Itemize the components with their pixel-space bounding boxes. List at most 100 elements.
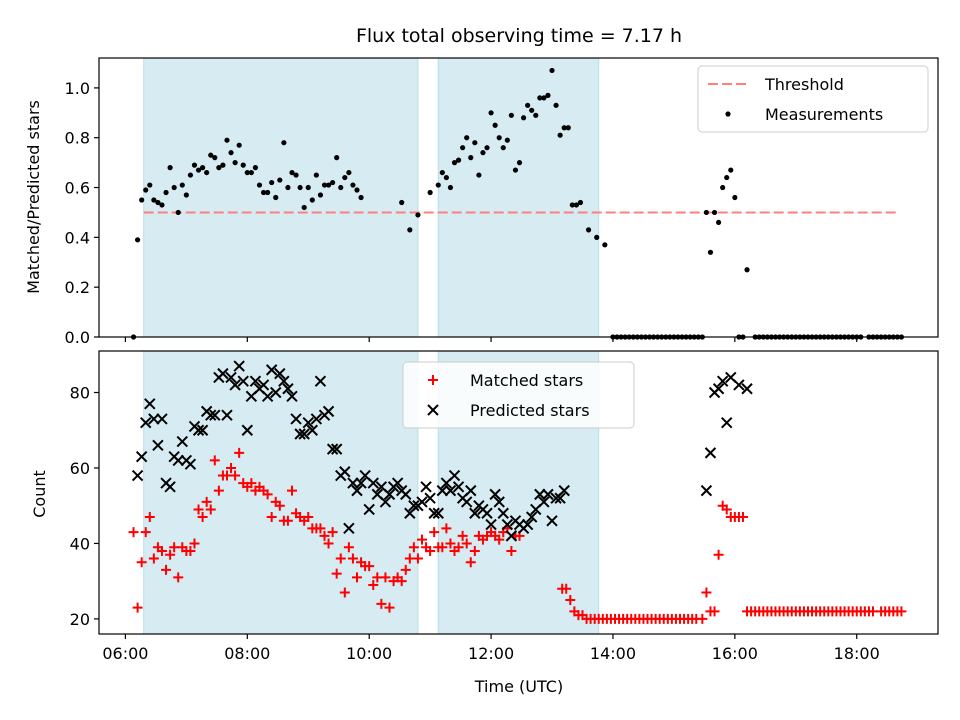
predicted-star-point [347,477,359,489]
measurement-point [439,169,445,176]
predicted-star-point [733,379,745,391]
predicted-star-point [712,383,725,395]
measurement-point [171,184,177,191]
predicted-star-point [135,450,148,463]
measurement-point [195,167,202,173]
observing-interval-1 [143,350,419,635]
predicted-star-point [339,466,351,478]
y-tick-label: 0.8 [65,129,90,148]
measurement-point [732,194,738,201]
x-tick-label: 18:00 [834,644,880,663]
measurement-point [183,192,189,198]
measurement-point [220,162,226,168]
predicted-star-point [237,375,249,387]
measurement-point [533,112,539,118]
measurement-point [159,202,165,208]
measurement-point [293,172,299,178]
measurement-point [549,67,555,74]
measurement-point [155,199,161,206]
measurement-point [228,150,234,156]
predicted-star-point [481,507,493,519]
predicted-star-point [286,390,298,402]
predicted-star-point [704,447,717,459]
count-axis-label: Count [30,470,49,518]
matched-star-point [461,538,472,549]
measurement-point [415,212,421,218]
matched-star-point [303,512,314,523]
matched-star-point [351,572,362,583]
predicted-star-point [416,496,428,508]
predicted-star-point [505,530,518,542]
predicted-star-point [367,477,379,489]
matched-star-point [144,512,155,523]
predicted-star-point [274,367,286,380]
predicted-star-point [225,371,237,384]
ratio-axes-frame [98,57,939,338]
x-tick-label: 14:00 [590,644,636,663]
measurement-point [313,172,319,178]
measurement-point [289,169,295,176]
matched-star-point [364,561,375,572]
predicted-star-point [489,488,501,501]
measurement-point [500,145,506,151]
matched-star-point [368,579,379,590]
predicted-star-point [534,488,546,501]
matched-star-point [737,512,748,523]
measurement-point [317,192,324,198]
matched-star-point [282,515,293,526]
measurement-point [321,182,328,188]
predicted-star-point [700,484,713,497]
matched-star-point [209,455,220,466]
x-tick-label: 12:00 [468,644,514,663]
predicted-star-point [172,454,184,467]
measurement-point [167,165,173,171]
measurement-point [525,102,531,108]
predicted-star-point [408,499,420,512]
measurement-point [354,187,360,193]
y-tick-label: 0.0 [65,328,90,347]
matched-star-point [429,527,440,538]
measurement-point [163,189,169,196]
matched-star-point [161,564,172,575]
legend-predicted-swatch [427,404,439,416]
matched-star-point [148,553,159,564]
measurement-point [545,92,551,98]
predicted-star-point [554,492,566,504]
matched-star-point [226,462,237,473]
matched-star-point [417,534,428,545]
matched-star-point [193,504,204,515]
measurement-point [325,182,332,188]
ratio-axis-label: Matched/Predicted stars [24,100,43,294]
predicted-star-point [400,488,412,501]
ratio-panel: 0.0 0.2 0.4 0.6 0.8 1.0 Threshold Measurements [65,57,939,347]
predicted-star-point [209,409,221,421]
predicted-star-point [448,469,461,482]
matched-star-point [132,602,143,613]
measurement-point [508,112,514,118]
matched-star-point [896,606,907,617]
matched-star-point [380,572,391,583]
measurement-point [427,189,433,196]
predicted-star-point [355,477,367,489]
predicted-star-point [192,424,205,436]
matched-star-point [128,527,139,538]
predicted-star-point [436,484,449,497]
predicted-star-point [420,481,432,493]
predicted-star-point [306,424,319,436]
matched-star-point [165,549,176,560]
y-tick-label: 60 [70,459,90,478]
measurement-point [504,137,510,143]
predicted-star-point [217,367,229,380]
measurement-point [561,125,567,131]
matched-star-point [315,523,326,534]
matched-star-point [565,595,576,606]
measurement-point [179,182,185,188]
x-tick-label: 08:00 [224,644,270,663]
predicted-star-point [379,496,392,508]
matched-star-point [262,489,273,500]
predicted-star-point [233,360,245,372]
matched-star-point [173,572,184,583]
matched-star-point [201,496,212,507]
measurement-point [464,135,470,141]
predicted-star-point [249,375,262,387]
